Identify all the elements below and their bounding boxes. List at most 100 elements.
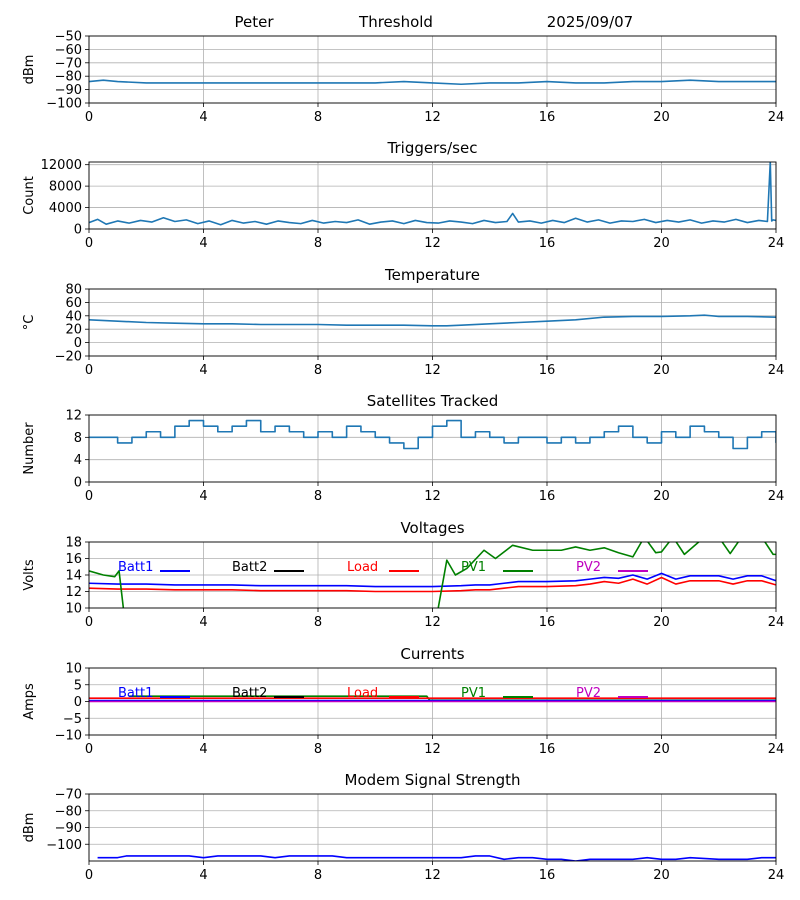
satellites-title: Satellites Tracked: [367, 392, 498, 410]
voltages-legend-label-pv2: PV2: [576, 560, 601, 575]
triggers-series-line: [89, 162, 776, 226]
voltages-ytick-label: 18: [65, 536, 82, 551]
threshold-panel: 0 4 8 12 16 20 24 −100−90−80−70−60−50 dBm: [22, 30, 784, 126]
triggers-ytick-label: 0: [74, 223, 82, 238]
threshold-xtick-label: 24: [768, 110, 785, 125]
threshold-xtick-label: 16: [539, 110, 556, 125]
threshold-series-group: [89, 79, 776, 86]
temperature-series-group: [89, 314, 776, 327]
triggers-ylabel: Count: [22, 176, 37, 215]
triggers-ytick-label: 4000: [49, 201, 82, 216]
voltages-xtick-label: 0: [85, 615, 93, 630]
temperature-xtick-label: 12: [424, 363, 441, 378]
triggers-panel: 0 4 8 12 16 20 24 0 4000 8000 12000 Triggers/sec Cou…: [22, 139, 784, 251]
modem-ytick-label: −80: [55, 804, 82, 819]
triggers-xtick-label: 0: [85, 236, 93, 251]
modem-xtick-label: 0: [85, 868, 93, 883]
modem-xtick-label: 12: [424, 868, 441, 883]
voltages-series-pv1: [89, 542, 776, 608]
satellites-xtick-label: 0: [85, 489, 93, 504]
currents-xtick-label: 16: [539, 742, 556, 757]
triggers-xtick-label: 4: [199, 236, 207, 251]
voltages-ytick-label: 10: [65, 602, 82, 617]
currents-series-group: [89, 695, 776, 703]
modem-ytick-label: −70: [55, 788, 82, 803]
header-name: Peter: [234, 13, 274, 31]
voltages-series-batt1: [89, 572, 776, 588]
voltages-series-group: [89, 542, 776, 608]
voltages-xtick-label: 24: [768, 615, 785, 630]
temperature-ytick-label: 80: [65, 283, 82, 298]
threshold-series-line: [89, 79, 776, 86]
satellites-xtick-label: 20: [653, 489, 670, 504]
header-mode: Threshold: [358, 13, 433, 31]
satellites-ytick-label: 8: [74, 431, 82, 446]
satellites-xtick-label: 8: [314, 489, 322, 504]
temperature-series-line: [89, 314, 776, 327]
voltages-xtick-label: 4: [199, 615, 207, 630]
satellites-ytick-label: 0: [74, 476, 82, 491]
temperature-ytick-label: 20: [65, 323, 82, 338]
modem-xtick-label: 8: [314, 868, 322, 883]
triggers-ytick-label: 12000: [41, 158, 82, 173]
currents-legend-label-load: Load: [347, 686, 378, 701]
voltages-series-load: [89, 576, 776, 593]
modem-ytick-label: −100: [46, 838, 82, 853]
currents-ytick-label: 10: [65, 662, 82, 677]
currents-ylabel: Amps: [22, 683, 37, 720]
voltages-xtick-label: 16: [539, 615, 556, 630]
currents-legend-label-batt1: Batt1: [118, 686, 153, 701]
modem-panel: 0 4 8 12 16 20 24 −100 −90 −80−70 Modem Signal Str…: [22, 771, 784, 883]
modem-xtick-label: 24: [768, 868, 785, 883]
header-date: 2025/09/07: [547, 13, 633, 31]
threshold-ytick-label: −90: [55, 83, 82, 98]
modem-ylabel: dBm: [22, 813, 37, 843]
temperature-ytick-label: −20: [55, 350, 82, 365]
threshold-xtick-label: 12: [424, 110, 441, 125]
currents-xtick-label: 8: [314, 742, 322, 757]
modem-xtick-label: 4: [199, 868, 207, 883]
threshold-xtick-label: 20: [653, 110, 670, 125]
temperature-ytick-label: 40: [65, 309, 82, 324]
currents-legend-label-batt2: Batt2: [232, 686, 267, 701]
voltages-legend-label-pv1: PV1: [461, 560, 486, 575]
temperature-xtick-label: 0: [85, 363, 93, 378]
modem-xtick-label: 20: [653, 868, 670, 883]
threshold-ytick-label: −70: [55, 56, 82, 71]
voltages-title: Voltages: [400, 519, 464, 537]
currents-legend-label-pv2: PV2: [576, 686, 601, 701]
currents-xtick-label: 12: [424, 742, 441, 757]
triggers-xtick-label: 12: [424, 236, 441, 251]
threshold-ytick-label: −60: [55, 43, 82, 58]
satellites-xtick-label: 16: [539, 489, 556, 504]
satellites-xtick-label: 12: [424, 489, 441, 504]
temperature-ylabel: °C: [22, 315, 37, 331]
currents-ytick-label: −10: [55, 729, 82, 744]
voltages-legend-label-load: Load: [347, 560, 378, 575]
modem-series-line: [97, 855, 776, 861]
currents-xtick-label: 24: [768, 742, 785, 757]
currents-xtick-label: 0: [85, 742, 93, 757]
modem-series-group: [97, 855, 776, 861]
satellites-xtick-label: 4: [199, 489, 207, 504]
voltages-legend-label-batt1: Batt1: [118, 560, 153, 575]
triggers-xtick-label: 20: [653, 236, 670, 251]
temperature-ytick-label: 60: [65, 296, 82, 311]
currents-ytick-label: 0: [74, 695, 82, 710]
satellites-ylabel: Number: [22, 422, 37, 475]
triggers-xtick-label: 16: [539, 236, 556, 251]
threshold-ylabel: dBm: [22, 55, 37, 85]
currents-ytick-label: 5: [74, 678, 82, 693]
threshold-ytick-label: −80: [55, 70, 82, 85]
satellites-ytick-label: 12: [65, 409, 82, 424]
satellites-ytick-label: 4: [74, 453, 82, 468]
satellites-series-line: [89, 419, 776, 450]
temperature-xtick-label: 24: [768, 363, 785, 378]
satellites-series-group: [89, 419, 776, 450]
threshold-xtick-label: 0: [85, 110, 93, 125]
currents-ytick-label: −5: [63, 712, 82, 727]
